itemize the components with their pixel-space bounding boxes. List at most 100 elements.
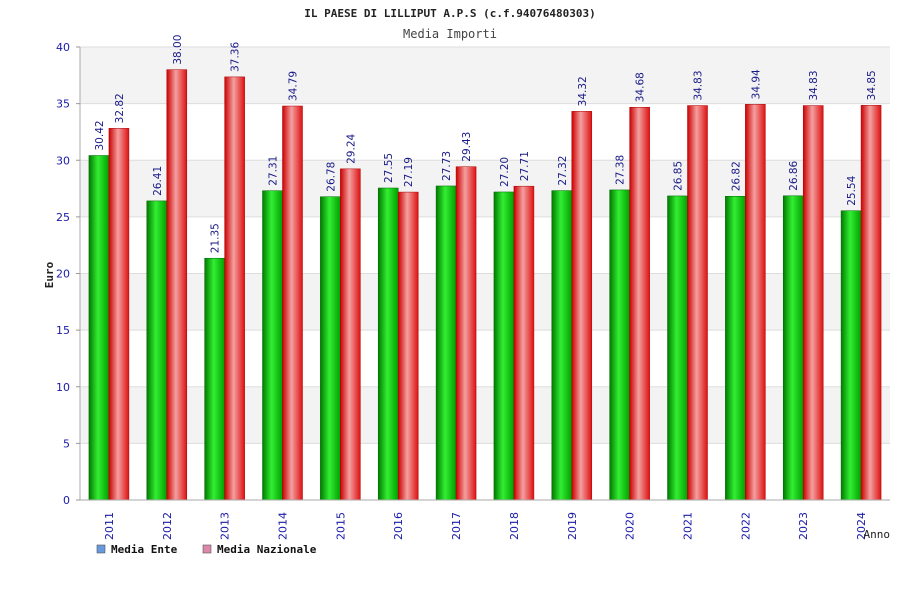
- x-tick-label: 2021: [682, 512, 695, 540]
- bar-media-ente-2019: [551, 190, 573, 501]
- x-tick-label: 2019: [566, 512, 579, 540]
- x-tick-label: 2015: [334, 512, 347, 540]
- x-tick-label: 2012: [161, 512, 174, 540]
- data-label: 29.24: [345, 133, 357, 163]
- bar-media-ente-2017: [435, 185, 457, 501]
- x-tick-labels: 2011 2012 2013 2014 2015 2016 2017 2018 2019 2020…: [103, 512, 868, 540]
- bar-media-ente-2024: [840, 210, 862, 501]
- data-label: 21.35: [210, 223, 222, 253]
- data-label: 27.32: [557, 156, 569, 186]
- plot-band: [80, 216, 890, 274]
- plot-band: [80, 273, 890, 331]
- y-tick-labels: 0 5 10 15 20 25 30 35 40: [56, 41, 80, 507]
- y-tick-label: 5: [63, 437, 70, 450]
- data-label: 25.54: [846, 175, 858, 205]
- data-label: 34.79: [288, 71, 300, 101]
- bar-media-nazionale-2014: [282, 105, 303, 501]
- data-label: 27.38: [615, 155, 627, 185]
- x-tick-label: 2018: [508, 512, 521, 540]
- bar-media-ente-2021: [667, 195, 688, 501]
- legend-label-media-nazionale: Media Nazionale: [217, 543, 317, 556]
- y-tick-label: 0: [63, 494, 70, 507]
- data-label: 34.68: [635, 72, 647, 102]
- plot-band: [80, 47, 890, 104]
- y-tick-label: 25: [56, 211, 70, 224]
- bar-media-nazionale-2012: [166, 69, 188, 501]
- y-tick-label: 10: [56, 381, 70, 394]
- data-label: 27.71: [519, 151, 531, 181]
- bar-media-nazionale-2020: [629, 106, 650, 501]
- chart-subtitle: Media Importi: [403, 27, 497, 41]
- y-tick-label: 15: [56, 324, 70, 337]
- data-label: 26.41: [152, 166, 164, 196]
- data-label: 26.82: [730, 161, 742, 191]
- bar-media-nazionale-2013: [224, 76, 245, 501]
- bars: [88, 69, 882, 501]
- bar-media-nazionale-2017: [455, 166, 477, 501]
- bar-media-ente-2013: [204, 257, 225, 501]
- plot-band: [80, 103, 890, 161]
- bar-media-nazionale-2022: [745, 104, 766, 501]
- plot-band: [80, 443, 890, 500]
- bar-media-ente-2023: [782, 195, 804, 501]
- data-label: 34.83: [808, 70, 820, 100]
- y-tick-label: 30: [56, 154, 70, 167]
- x-tick-label: 2020: [624, 512, 637, 540]
- x-axis-label: Anno: [864, 528, 891, 541]
- bar-media-nazionale-2015: [340, 168, 361, 501]
- x-tick-label: 2022: [739, 512, 752, 540]
- bar-media-ente-2022: [725, 196, 746, 501]
- plot-band: [80, 386, 890, 444]
- data-label: 27.19: [403, 157, 415, 187]
- bar-media-ente-2020: [609, 189, 630, 501]
- data-label: 27.31: [268, 156, 280, 186]
- data-label: 38.00: [172, 35, 184, 65]
- plot-band: [80, 160, 890, 217]
- data-label: 26.78: [325, 162, 337, 192]
- bar-media-nazionale-2019: [571, 111, 593, 501]
- data-label: 37.36: [230, 42, 242, 72]
- bar-media-nazionale-2023: [802, 105, 824, 501]
- y-tick-label: 35: [56, 98, 70, 111]
- x-tick-label: 2024: [855, 512, 868, 540]
- bar-media-nazionale-2024: [860, 105, 882, 501]
- data-label: 34.94: [750, 69, 762, 99]
- x-tick-label: 2016: [392, 512, 405, 540]
- bar-media-ente-2012: [146, 200, 168, 501]
- x-tick-label: 2011: [103, 512, 116, 540]
- data-label: 32.82: [114, 93, 126, 123]
- bar-media-ente-2018: [493, 191, 515, 501]
- bar-media-nazionale-2018: [513, 185, 535, 501]
- bar-media-ente-2014: [262, 190, 283, 501]
- bar-media-nazionale-2016: [397, 191, 419, 501]
- data-label: 26.85: [673, 161, 685, 191]
- bar-media-nazionale-2011: [108, 128, 130, 501]
- legend-swatch-media-nazionale: [202, 544, 212, 554]
- data-label: 29.43: [461, 132, 473, 162]
- data-labels: 30.42 32.82 26.41 38.00 21.35 37.36 27.31 34.79…: [94, 35, 878, 254]
- bar-media-ente-2016: [377, 187, 399, 501]
- data-label: 34.83: [693, 70, 705, 100]
- legend: Media Ente Media Nazionale: [96, 543, 317, 556]
- data-label: 34.32: [577, 76, 589, 106]
- bar-media-ente-2011: [88, 155, 110, 501]
- data-label: 30.42: [94, 120, 106, 150]
- x-tick-label: 2013: [219, 512, 232, 540]
- data-label: 26.86: [788, 160, 800, 190]
- bar-media-nazionale-2021: [687, 105, 708, 501]
- y-axis-label: Euro: [43, 261, 56, 288]
- data-label: 27.20: [499, 157, 511, 187]
- legend-swatch-media-ente: [96, 544, 106, 554]
- data-label: 27.55: [383, 153, 395, 183]
- bar-media-ente-2015: [320, 196, 341, 501]
- plot-band: [80, 330, 890, 387]
- x-tick-label: 2014: [277, 512, 290, 540]
- legend-label-media-ente: Media Ente: [111, 543, 178, 556]
- data-label: 27.73: [441, 151, 453, 181]
- y-tick-label: 20: [56, 268, 70, 281]
- data-label: 34.85: [866, 70, 878, 100]
- x-tick-label: 2017: [450, 512, 463, 540]
- chart-title: IL PAESE DI LILLIPUT A.P.S (c.f.94076480…: [304, 7, 595, 20]
